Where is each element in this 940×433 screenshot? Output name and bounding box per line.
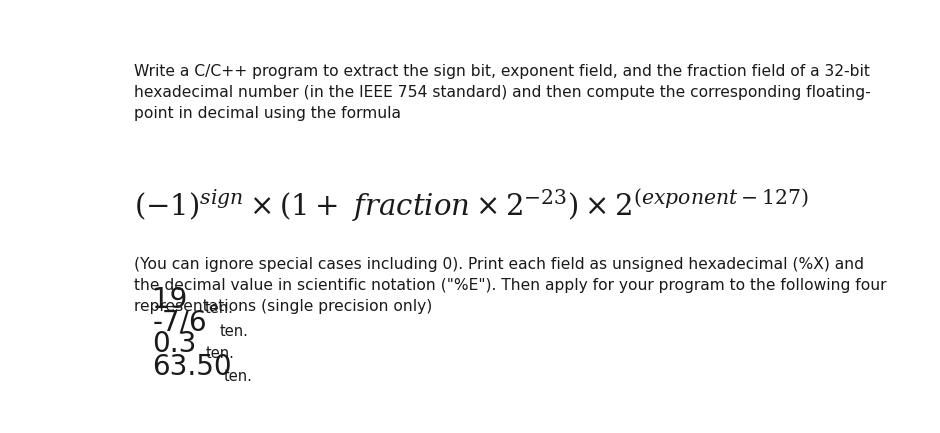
Text: ten.: ten. [220,324,248,339]
Text: 63.50: 63.50 [152,353,232,381]
Text: ten.: ten. [224,369,253,384]
Text: -7/6: -7/6 [152,308,207,336]
Text: 0.3: 0.3 [152,330,196,358]
Text: 19: 19 [152,286,188,313]
Text: ten.: ten. [206,346,234,361]
Text: ten.: ten. [205,301,234,317]
Text: Write a C/C++ program to extract the sign bit, exponent field, and the fraction : Write a C/C++ program to extract the sig… [133,64,870,121]
Text: $(-1)^{\mathit{sign}}\times(1+\ \mathit{fraction}\times2^{-23})\times2^{\mathit{: $(-1)^{\mathit{sign}}\times(1+\ \mathit{… [133,187,808,224]
Text: (You can ignore special cases including 0). Print each field as unsigned hexadec: (You can ignore special cases including … [133,257,886,314]
